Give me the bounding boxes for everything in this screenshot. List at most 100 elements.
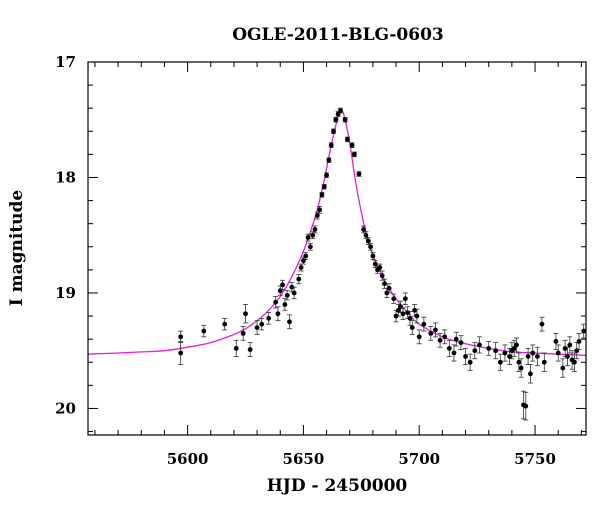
point-marker: [243, 311, 248, 317]
point-marker: [458, 340, 464, 346]
point-marker: [287, 319, 292, 325]
data-point: [298, 263, 304, 272]
data-point: [476, 336, 482, 354]
point-marker: [511, 345, 517, 351]
data-point: [368, 242, 374, 251]
data-point: [541, 352, 547, 372]
point-marker: [541, 359, 547, 365]
data-point: [337, 107, 343, 114]
data-point: [331, 128, 337, 134]
data-point: [303, 252, 309, 260]
data-point: [273, 296, 279, 309]
point-marker: [321, 184, 327, 190]
data-point: [437, 332, 443, 348]
data-point: [307, 242, 313, 251]
data-point: [409, 320, 415, 335]
point-marker: [178, 350, 184, 356]
point-marker: [562, 345, 568, 351]
point-marker: [574, 348, 580, 354]
point-marker: [178, 334, 184, 340]
data-point: [284, 290, 290, 301]
data-point: [525, 347, 531, 365]
x-tick-label: 5750: [514, 450, 556, 468]
point-marker: [453, 336, 459, 342]
point-marker: [477, 342, 482, 348]
data-point: [564, 346, 570, 367]
data-point: [497, 353, 503, 371]
point-marker: [280, 282, 285, 288]
point-marker: [361, 227, 367, 232]
point-marker: [266, 315, 272, 321]
point-marker: [555, 350, 561, 356]
data-point: [421, 316, 427, 332]
data-point: [518, 358, 524, 378]
data-point: [356, 171, 362, 177]
data-point: [291, 286, 297, 300]
point-marker: [398, 304, 404, 310]
point-marker: [518, 365, 524, 371]
data-point: [344, 136, 350, 143]
point-marker: [560, 365, 566, 371]
data-point: [407, 311, 413, 326]
point-marker: [319, 192, 325, 198]
point-marker: [391, 296, 397, 302]
x-tick-label: 5650: [283, 450, 325, 468]
point-marker: [400, 311, 406, 317]
point-marker: [433, 327, 438, 333]
data-point: [178, 341, 184, 365]
x-tick-label: 5600: [167, 450, 209, 468]
data-point: [523, 391, 529, 421]
tick-labels: 5600 5650 5700 5750 17 18 19 20: [55, 53, 556, 468]
point-marker: [254, 325, 260, 331]
point-marker: [303, 253, 309, 259]
point-marker: [409, 325, 415, 331]
data-point: [451, 344, 457, 362]
point-marker: [405, 310, 411, 315]
point-marker: [312, 227, 318, 232]
y-tick-label: 20: [55, 399, 76, 417]
y-tick-label: 19: [55, 284, 76, 302]
data-point: [326, 157, 332, 163]
data-point: [442, 329, 448, 345]
y-tick-label: 17: [55, 53, 76, 71]
data-point: [386, 283, 392, 294]
data-point: [553, 332, 559, 350]
point-marker: [567, 342, 573, 348]
data-point: [233, 339, 239, 357]
point-marker: [493, 348, 499, 354]
point-marker: [233, 345, 239, 351]
data-point: [370, 252, 376, 260]
point-marker: [463, 354, 468, 359]
point-marker: [363, 232, 369, 238]
data-point: [514, 337, 520, 353]
data-point: [254, 320, 260, 335]
data-point: [571, 352, 577, 372]
plot-frame: [87, 61, 587, 436]
point-marker: [273, 299, 279, 305]
point-marker: [351, 151, 357, 157]
data-point: [534, 346, 540, 367]
point-marker: [525, 354, 531, 359]
point-marker: [467, 359, 473, 365]
chart-title: OGLE-2011-BLG-0603: [232, 25, 444, 45]
data-point: [493, 342, 499, 360]
point-marker: [284, 292, 290, 298]
point-marker: [553, 339, 559, 344]
point-marker: [328, 142, 334, 148]
data-point: [428, 326, 434, 341]
point-marker: [565, 354, 570, 359]
x-axis-title: HJD - 2450000: [267, 476, 408, 496]
point-marker: [275, 311, 281, 317]
point-marker: [222, 321, 228, 327]
point-marker: [428, 330, 434, 336]
data-point: [222, 317, 228, 331]
data-point: [502, 344, 508, 362]
data-point: [446, 339, 452, 357]
point-marker: [338, 108, 343, 113]
point-marker: [416, 334, 422, 340]
data-point: [560, 358, 566, 378]
data-point: [282, 298, 288, 311]
point-marker: [437, 337, 443, 343]
data-point: [527, 364, 533, 384]
data-points-layer: [178, 107, 587, 421]
